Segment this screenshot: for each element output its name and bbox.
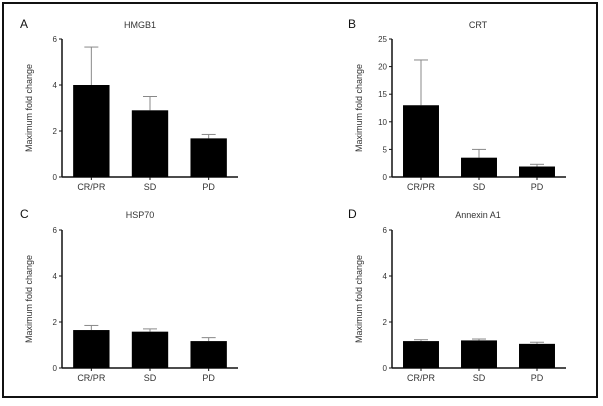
panel-a: A HMGB1 0 2 4 6 Maximum fold change CR/PR SD PD <box>20 17 238 192</box>
y-tick-label: 0 <box>53 364 58 373</box>
chart-title: Annexin A1 <box>455 210 501 220</box>
x-tick-label: SD <box>473 373 486 383</box>
x-tick-label: SD <box>144 373 157 383</box>
bar <box>461 340 497 368</box>
y-tick-label: 6 <box>53 35 58 44</box>
x-tick-label: PD <box>202 182 215 192</box>
x-tick-label: SD <box>473 182 486 192</box>
y-tick-label: 0 <box>53 173 58 182</box>
y-axis-label: Maximum fold change <box>24 255 34 343</box>
chart-title: HMGB1 <box>124 20 156 30</box>
bar <box>73 85 110 177</box>
x-tick-label: CR/PR <box>407 373 436 383</box>
y-tick-label: 5 <box>383 145 388 154</box>
y-tick-label: 15 <box>378 90 387 99</box>
bar <box>461 157 497 177</box>
y-axis-label: Maximum fold change <box>24 64 34 152</box>
chart-title: CRT <box>469 20 488 30</box>
panel-letter: D <box>348 207 357 221</box>
x-tick-label: SD <box>144 182 157 192</box>
bar <box>131 110 169 177</box>
y-tick-label: 4 <box>383 272 388 281</box>
bar <box>73 330 110 368</box>
y-tick-label: 2 <box>53 318 58 327</box>
figure-frame <box>2 2 598 398</box>
y-axis-label: Maximum fold change <box>354 255 364 343</box>
x-tick-label: PD <box>531 373 544 383</box>
bar <box>190 138 227 177</box>
bar <box>403 341 439 368</box>
bar <box>131 331 169 368</box>
y-tick-label: 20 <box>378 63 387 72</box>
chart-title: HSP70 <box>126 210 155 220</box>
y-tick-label: 0 <box>383 173 388 182</box>
y-tick-label: 10 <box>378 118 387 127</box>
panel-b: B CRT 0 5 10 15 20 25 Maximum fold change CR/PR SD… <box>348 17 566 192</box>
x-tick-label: PD <box>202 373 215 383</box>
y-tick-label: 2 <box>383 318 388 327</box>
x-tick-label: CR/PR <box>77 182 106 192</box>
bar <box>519 166 555 177</box>
y-tick-label: 4 <box>53 81 58 90</box>
bar <box>519 343 555 368</box>
y-tick-label: 2 <box>53 127 58 136</box>
y-tick-label: 25 <box>378 35 387 44</box>
y-tick-label: 4 <box>53 272 58 281</box>
y-tick-label: 6 <box>53 226 58 235</box>
panel-d: D Annexin A1 0 2 4 6 Maximum fold change CR/PR S… <box>348 207 566 383</box>
bar <box>190 341 227 368</box>
panel-letter: A <box>20 17 28 31</box>
y-axis-label: Maximum fold change <box>354 64 364 152</box>
y-tick-label: 0 <box>383 364 388 373</box>
panel-letter: B <box>348 17 356 31</box>
y-tick-label: 6 <box>383 226 388 235</box>
x-tick-label: PD <box>531 182 544 192</box>
x-tick-label: CR/PR <box>407 182 436 192</box>
panel-c: C HSP70 0 2 4 6 Maximum fold change CR/PR SD PD <box>20 207 238 383</box>
x-tick-label: CR/PR <box>77 373 106 383</box>
bar <box>403 105 439 177</box>
panel-letter: C <box>20 207 29 221</box>
